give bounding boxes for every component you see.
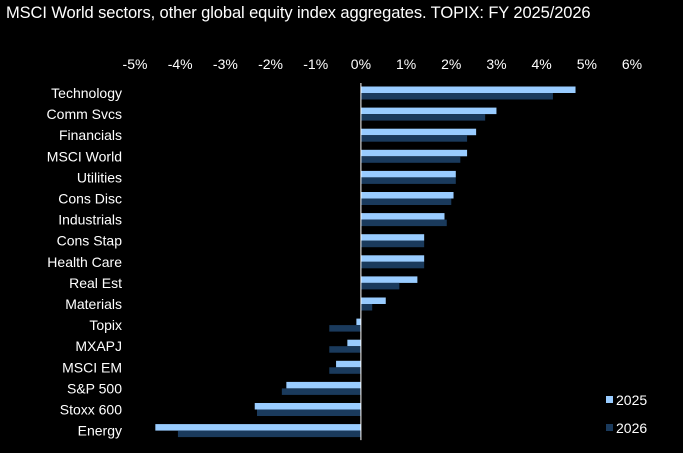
x-tick-label-2: 2% [441, 56, 461, 72]
bar-msci-world-2026 [360, 156, 461, 163]
bar-msci-em-2025 [336, 360, 361, 368]
bar-energy-2025 [155, 424, 361, 431]
category-label-industrials: Industrials [58, 212, 122, 228]
category-label-cons-stap: Cons Stap [57, 233, 123, 249]
legend-swatch-2026 [606, 424, 613, 431]
bar-stoxx-600-2026 [256, 409, 361, 416]
bar-comm-svcs-2026 [360, 114, 486, 121]
bars-group [155, 86, 576, 438]
chart-title: MSCI World sectors, other global equity … [6, 4, 591, 22]
category-label-comm-svcs: Comm Svcs [47, 106, 122, 122]
bar-mxapj-2026 [329, 346, 361, 353]
bar-financials-2026 [360, 135, 468, 142]
legend-label-2026: 2026 [616, 420, 647, 436]
bar-topix-2025 [356, 318, 361, 326]
bar-real-est-2025 [360, 276, 418, 283]
bar-comm-svcs-2025 [360, 107, 497, 115]
x-tick-label-6: 6% [622, 56, 642, 72]
category-label-cons-disc: Cons Disc [58, 191, 122, 207]
category-label-energy: Energy [78, 423, 122, 439]
x-tick-label-3: 3% [486, 56, 506, 72]
category-label-stoxx-600: Stoxx 600 [60, 402, 122, 418]
x-tick-label-minus4: -4% [168, 56, 193, 72]
bar-financials-2025 [360, 128, 477, 136]
legend: 2025 2026 [606, 392, 647, 436]
bar-sandp-500-2025 [286, 381, 361, 389]
x-tick-label-4: 4% [532, 56, 552, 72]
category-label-utilities: Utilities [77, 169, 122, 185]
bar-sandp-500-2026 [281, 388, 361, 395]
bar-stoxx-600-2025 [254, 403, 361, 410]
bar-topix-2026 [329, 325, 361, 332]
x-tick-label-5: 5% [577, 56, 597, 72]
x-tick-label-1: 1% [396, 56, 416, 72]
legend-swatch-2025 [606, 396, 613, 403]
category-label-health-care: Health Care [47, 254, 122, 270]
bar-industrials-2025 [360, 213, 445, 220]
category-label-technology: Technology [51, 85, 122, 101]
bar-materials-2026 [360, 304, 373, 311]
bar-real-est-2026 [360, 282, 400, 290]
bar-msci-em-2026 [329, 367, 361, 374]
x-tick-label-minus3: -3% [213, 56, 238, 72]
category-label-mxapj: MXAPJ [75, 338, 122, 354]
bar-mxapj-2025 [347, 339, 361, 347]
bar-utilities-2026 [360, 177, 456, 184]
bar-materials-2025 [360, 297, 386, 304]
bar-industrials-2026 [360, 219, 447, 227]
bar-cons-disc-2026 [360, 198, 452, 205]
category-labels: Technology Comm Svcs Financials MSCI World U… [47, 85, 123, 439]
bar-utilities-2025 [360, 170, 456, 178]
category-label-real-est: Real Est [69, 275, 122, 291]
category-label-financials: Financials [59, 127, 122, 143]
bar-technology-2026 [360, 93, 553, 100]
category-label-sandp-500: S&P 500 [67, 380, 122, 396]
x-axis-ticks: -5% -4% -3% -2% -1% 0% 1% 2% 3% 4% 5% 6% [123, 56, 643, 72]
legend-label-2025: 2025 [616, 392, 647, 408]
x-tick-label-minus2: -2% [258, 56, 283, 72]
bar-cons-stap-2026 [360, 240, 425, 248]
category-label-materials: Materials [65, 296, 122, 312]
bar-cons-stap-2025 [360, 234, 425, 241]
x-tick-label-minus1: -1% [303, 56, 328, 72]
bar-health-care-2026 [360, 261, 425, 269]
category-label-msci-world: MSCI World [47, 148, 122, 164]
category-label-topix: Topix [89, 317, 122, 333]
bar-cons-disc-2025 [360, 192, 454, 199]
bar-msci-world-2025 [360, 149, 468, 157]
x-tick-label-minus5: -5% [123, 56, 148, 72]
x-tick-label-0: 0% [351, 56, 371, 72]
category-label-msci-em: MSCI EM [62, 359, 122, 375]
bar-health-care-2025 [360, 255, 425, 262]
bar-energy-2026 [177, 430, 361, 438]
bar-technology-2025 [360, 86, 576, 93]
